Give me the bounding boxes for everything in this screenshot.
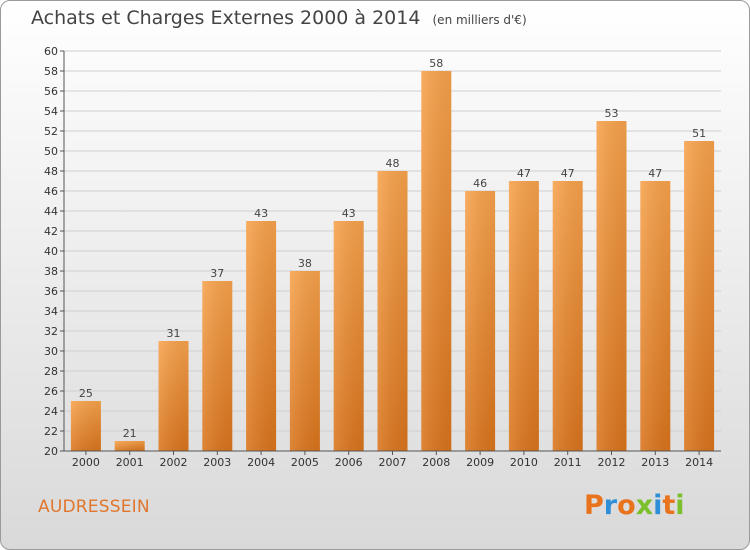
bar-shade xyxy=(289,271,320,451)
data-label: 51 xyxy=(692,127,706,140)
y-tick-label: 42 xyxy=(44,225,58,238)
data-label: 47 xyxy=(517,167,531,180)
logo-letter: i xyxy=(675,490,685,521)
data-label: 31 xyxy=(167,327,181,340)
y-tick-label: 40 xyxy=(44,245,58,258)
y-tick-label: 20 xyxy=(44,445,58,458)
y-tick-label: 56 xyxy=(44,85,58,98)
bar-shade xyxy=(421,71,452,451)
data-label: 43 xyxy=(254,207,268,220)
y-tick-label: 58 xyxy=(44,65,58,78)
x-tick-label: 2009 xyxy=(466,456,494,469)
chart-title: Achats et Charges Externes 2000 à 2014 xyxy=(31,7,421,29)
logo-letter: t xyxy=(662,490,676,521)
bar-shade xyxy=(202,281,233,451)
x-tick-label: 2001 xyxy=(116,456,144,469)
axis-layer: 20 22 24 26 28 30 32 34 36 38 40 42 44 46 48 50 52 54 56 58… xyxy=(44,45,721,469)
y-tick-label: 44 xyxy=(44,205,58,218)
y-tick-label: 48 xyxy=(44,165,58,178)
y-tick-label: 22 xyxy=(44,425,58,438)
data-label: 53 xyxy=(605,107,619,120)
bar-shade xyxy=(70,401,101,451)
y-tick-label: 38 xyxy=(44,265,58,278)
y-tick-label: 50 xyxy=(44,145,58,158)
data-label: 21 xyxy=(123,427,137,440)
x-tick-label: 2003 xyxy=(203,456,231,469)
x-tick-label: 2013 xyxy=(641,456,669,469)
y-tick-label: 54 xyxy=(44,105,58,118)
bar-shade xyxy=(684,141,715,451)
data-label: 47 xyxy=(561,167,575,180)
bar-shade xyxy=(508,181,539,451)
y-tick-label: 52 xyxy=(44,125,58,138)
logo-letter: i xyxy=(653,490,663,521)
logo-letter: x xyxy=(635,490,654,521)
x-tick-label: 2004 xyxy=(247,456,275,469)
y-tick-label: 28 xyxy=(44,365,58,378)
chart-subtitle: (en milliers d'€) xyxy=(432,13,527,27)
data-label: 43 xyxy=(342,207,356,220)
data-label: 37 xyxy=(210,267,224,280)
chart-title-block: Achats et Charges Externes 2000 à 2014 (… xyxy=(31,7,527,29)
logo-letter: P xyxy=(584,490,604,521)
y-tick-label: 34 xyxy=(44,305,58,318)
x-tick-label: 2006 xyxy=(335,456,363,469)
x-tick-label: 2002 xyxy=(160,456,188,469)
bar-shade xyxy=(465,191,496,451)
bar-shade xyxy=(596,121,627,451)
logo-letter: r xyxy=(603,490,618,521)
x-tick-label: 2011 xyxy=(554,456,582,469)
x-tick-label: 2007 xyxy=(379,456,407,469)
bar-shade xyxy=(377,171,408,451)
y-tick-label: 36 xyxy=(44,285,58,298)
bar-shade xyxy=(246,221,277,451)
x-tick-label: 2000 xyxy=(72,456,100,469)
y-tick-label: 32 xyxy=(44,325,58,338)
y-tick-label: 24 xyxy=(44,405,58,418)
bar-shade xyxy=(640,181,671,451)
y-tick-label: 60 xyxy=(44,45,58,58)
data-label: 48 xyxy=(386,157,400,170)
x-tick-label: 2008 xyxy=(422,456,450,469)
y-tick-label: 46 xyxy=(44,185,58,198)
bar-shade xyxy=(114,441,145,451)
bar-layer: 25 21 31 37 43 38 43 48 58 46 47 47 53 47 51 xyxy=(70,57,715,451)
data-label: 58 xyxy=(429,57,443,70)
x-tick-label: 2012 xyxy=(598,456,626,469)
logo-letter: o xyxy=(617,490,636,521)
x-tick-label: 2010 xyxy=(510,456,538,469)
data-label: 38 xyxy=(298,257,312,270)
data-label: 46 xyxy=(473,177,487,190)
data-label: 25 xyxy=(79,387,93,400)
bar-shade xyxy=(158,341,189,451)
data-label: 47 xyxy=(648,167,662,180)
place-name: AUDRESSEIN xyxy=(38,497,150,517)
y-tick-label: 26 xyxy=(44,385,58,398)
y-tick-label: 30 xyxy=(44,345,58,358)
bar-shade xyxy=(552,181,583,451)
x-tick-label: 2014 xyxy=(685,456,713,469)
x-tick-label: 2005 xyxy=(291,456,319,469)
proxiti-logo: Proxiti xyxy=(584,490,685,521)
bar-shade xyxy=(333,221,364,451)
